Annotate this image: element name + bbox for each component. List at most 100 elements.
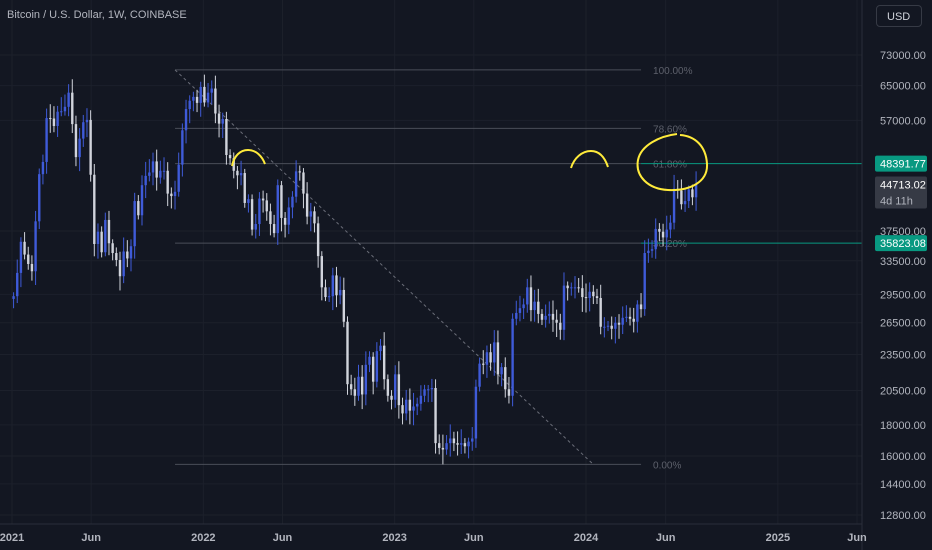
candle-body: [298, 171, 301, 173]
candle-body: [320, 256, 324, 288]
candle-body: [159, 170, 162, 178]
candle-body: [118, 260, 122, 277]
candle-body: [606, 325, 610, 327]
candle-body: [463, 443, 467, 447]
candle-body: [504, 367, 507, 390]
candle-body: [680, 190, 683, 205]
candle-body: [203, 86, 206, 103]
candle-body: [379, 345, 382, 352]
candle-body: [471, 438, 474, 442]
time-tick-label: Jun: [81, 532, 101, 544]
candle-body: [533, 301, 536, 311]
candle-body: [144, 175, 147, 186]
symbol-title[interactable]: Bitcoin / U.S. Dollar, 1W, COINBASE: [7, 9, 187, 21]
candle-body: [56, 111, 59, 126]
candle-body: [228, 154, 232, 159]
currency-button[interactable]: USD: [876, 5, 922, 27]
candle-body: [166, 170, 169, 194]
candle-body: [346, 321, 349, 385]
candle-body: [647, 250, 650, 254]
candle-body: [291, 196, 294, 208]
candle-body: [258, 198, 261, 225]
candle-body: [401, 405, 404, 414]
price-tick-label: 37500.00: [880, 226, 926, 238]
time-tick-label: 2023: [382, 532, 406, 544]
candle-body: [122, 251, 125, 277]
price-tag-value: 44713.02: [880, 180, 926, 192]
top-arc-left: [231, 148, 266, 167]
time-axis[interactable]: 2021 Jun 2022 Jun 2023 Jun 2024 Jun 2025 Jun: [0, 532, 867, 544]
candle-body: [518, 308, 522, 313]
candle-body: [353, 389, 357, 396]
candle-body: [129, 246, 133, 259]
candle-body: [210, 88, 213, 93]
candle-body: [74, 124, 78, 158]
candle-body: [614, 322, 617, 329]
candle-body: [85, 119, 89, 123]
candle-body: [280, 185, 283, 218]
candle-body: [269, 211, 272, 225]
candle-body: [485, 352, 489, 365]
price-tick-label: 23500.00: [880, 349, 926, 361]
candle-body: [430, 387, 434, 390]
candle-body: [184, 109, 188, 131]
candle-body: [221, 118, 224, 124]
price-tag-value: 48391.77: [880, 159, 926, 171]
candle-body: [133, 201, 136, 247]
candle-body: [397, 374, 401, 406]
fib-level-label: 100.00%: [653, 66, 693, 77]
candle-body: [34, 221, 37, 272]
candle-body: [148, 172, 151, 176]
candle-body: [250, 199, 254, 230]
fibonacci-retracement[interactable]: 100.00% 78.60% 61.80% 38.20% 0.00%: [175, 66, 862, 472]
price-tick-label: 26500.00: [880, 318, 926, 330]
candle-body: [617, 322, 621, 325]
trendline[interactable]: [174, 69, 594, 465]
price-tick-label: 18000.00: [880, 420, 926, 432]
candle-body: [232, 158, 235, 171]
candle-body: [63, 106, 67, 112]
candle-body: [192, 96, 195, 101]
time-tick-label: 2021: [0, 532, 24, 544]
candle-body: [283, 217, 287, 225]
candle-body: [170, 193, 173, 197]
price-tick-label: 73000.00: [880, 50, 926, 62]
candle-body: [45, 118, 48, 162]
time-tick-label: Jun: [464, 532, 484, 544]
candle-body: [474, 386, 478, 439]
candle-body: [375, 351, 379, 382]
candle-body: [566, 285, 569, 289]
candle-body: [408, 399, 412, 411]
candle-body: [89, 119, 92, 175]
grid: [0, 0, 862, 524]
candle-body: [559, 322, 562, 330]
candle-body: [460, 443, 463, 445]
candle-body: [41, 161, 45, 175]
candle-body: [511, 318, 514, 396]
candle-body: [162, 170, 166, 172]
candle-body: [665, 229, 668, 238]
candle-body: [449, 438, 452, 444]
candle-body: [364, 364, 368, 395]
price-axis[interactable]: 73000.00 65000.00 57000.00 37500.00 33500.00…: [880, 50, 926, 522]
price-tag-box: [875, 235, 927, 252]
candle-body: [173, 191, 177, 197]
candle-body: [100, 231, 103, 253]
candle-body: [23, 241, 26, 255]
price-tag-countdown: 4d 11h: [880, 196, 913, 208]
candle-body: [628, 316, 632, 319]
candle-body: [49, 118, 52, 120]
candle-body: [599, 298, 602, 327]
candle-body: [445, 443, 448, 450]
candle-body: [427, 389, 430, 391]
trendline-dashed[interactable]: [174, 69, 594, 465]
fib-level-label: 0.00%: [653, 460, 681, 471]
candle-body: [316, 223, 320, 257]
top-arc-right: [570, 149, 609, 169]
candle-body: [669, 222, 672, 230]
price-tick-label: 33500.00: [880, 256, 926, 268]
candle-body: [276, 185, 279, 234]
candle-body: [434, 387, 437, 444]
